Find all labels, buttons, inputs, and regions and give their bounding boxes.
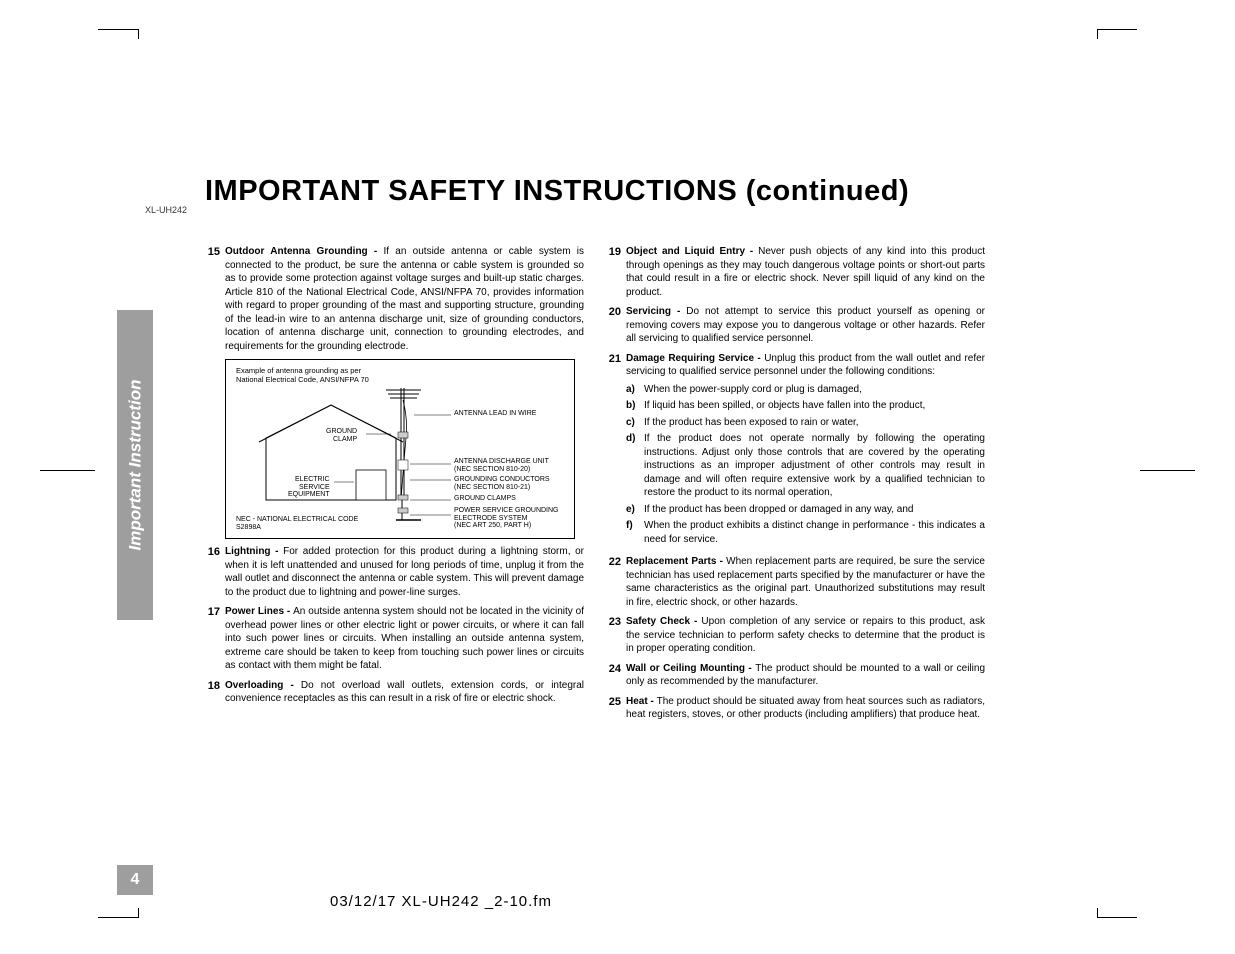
crop-mark <box>98 29 138 30</box>
diagram-label: NEC - NATIONAL ELECTRICAL CODES2898A <box>236 516 358 531</box>
item-number: 21 <box>606 352 626 550</box>
crop-mark <box>40 470 95 471</box>
item-title: Overloading - <box>225 680 301 691</box>
crop-mark <box>1097 908 1098 918</box>
sub-text: If the product has been dropped or damag… <box>644 503 913 517</box>
item-title: Servicing - <box>626 306 686 317</box>
item-body: Outdoor Antenna Grounding - If an outsid… <box>225 245 584 353</box>
item-body: Servicing - Do not attempt to service th… <box>626 305 985 346</box>
sub-letter: c) <box>626 416 644 430</box>
item-title: Wall or Ceiling Mounting - <box>626 663 755 674</box>
crop-mark <box>98 917 138 918</box>
diagram-label: GROUND CLAMPS <box>454 495 516 503</box>
item-body: Safety Check - Upon completion of any se… <box>626 615 985 656</box>
crop-mark <box>1097 29 1098 39</box>
sidebar-tab: Important Instruction <box>117 310 153 620</box>
crop-mark <box>138 29 139 39</box>
item-title: Replacement Parts - <box>626 556 726 567</box>
right-column: 19 Object and Liquid Entry - Never push … <box>606 245 985 728</box>
item-body: Power Lines - An outside antenna system … <box>225 605 584 673</box>
sub-item: d) If the product does not operate norma… <box>626 432 985 500</box>
crop-mark <box>138 908 139 918</box>
diagram-label: POWER SERVICE GROUNDINGELECTRODE SYSTEM(… <box>454 507 559 530</box>
item-title: Power Lines - <box>225 606 293 617</box>
item-title: Object and Liquid Entry - <box>626 246 758 257</box>
instruction-item: 22 Replacement Parts - When replacement … <box>606 555 985 609</box>
instruction-item: 17 Power Lines - An outside antenna syst… <box>205 605 584 673</box>
item-body: Object and Liquid Entry - Never push obj… <box>626 245 985 299</box>
sub-letter: b) <box>626 399 644 413</box>
item-title: Safety Check - <box>626 616 701 627</box>
item-title: Outdoor Antenna Grounding - <box>225 246 384 257</box>
item-number: 19 <box>606 245 626 299</box>
antenna-diagram: Example of antenna grounding as perNatio… <box>225 359 575 539</box>
crop-mark <box>1097 917 1137 918</box>
diagram-label: ANTENNA DISCHARGE UNIT(NEC SECTION 810-2… <box>454 458 549 473</box>
item-number: 18 <box>205 679 225 706</box>
left-column: 15 Outdoor Antenna Grounding - If an out… <box>205 245 584 728</box>
instruction-item: 25 Heat - The product should be situated… <box>606 695 985 722</box>
sub-item: f) When the product exhibits a distinct … <box>626 519 985 546</box>
item-body: Overloading - Do not overload wall outle… <box>225 679 584 706</box>
item-number: 15 <box>205 245 225 353</box>
instruction-item: 20 Servicing - Do not attempt to service… <box>606 305 985 346</box>
instruction-item: 19 Object and Liquid Entry - Never push … <box>606 245 985 299</box>
sub-text: If the product has been exposed to rain … <box>644 416 859 430</box>
item-title: Damage Requiring Service - <box>626 353 764 364</box>
item-title: Lightning - <box>225 546 283 557</box>
sub-text: If liquid has been spilled, or objects h… <box>644 399 925 413</box>
item-body: Replacement Parts - When replacement par… <box>626 555 985 609</box>
item-number: 22 <box>606 555 626 609</box>
sub-item: b) If liquid has been spilled, or object… <box>626 399 985 413</box>
diagram-label: ANTENNA LEAD IN WIRE <box>454 410 536 418</box>
model-label: XL-UH242 <box>145 205 187 215</box>
item-number: 25 <box>606 695 626 722</box>
item-number: 24 <box>606 662 626 689</box>
sub-letter: a) <box>626 383 644 397</box>
item-title: Heat - <box>626 696 657 707</box>
instruction-item: 23 Safety Check - Upon completion of any… <box>606 615 985 656</box>
sub-letter: e) <box>626 503 644 517</box>
instruction-item: 18 Overloading - Do not overload wall ou… <box>205 679 584 706</box>
page-title: IMPORTANT SAFETY INSTRUCTIONS (continued… <box>205 175 909 208</box>
item-number: 20 <box>606 305 626 346</box>
sub-item: c) If the product has been exposed to ra… <box>626 416 985 430</box>
instruction-item: 21 Damage Requiring Service - Unplug thi… <box>606 352 985 550</box>
item-number: 23 <box>606 615 626 656</box>
crop-mark <box>1140 470 1195 471</box>
sub-list: a) When the power-supply cord or plug is… <box>626 383 985 547</box>
instruction-item: 15 Outdoor Antenna Grounding - If an out… <box>205 245 584 353</box>
sidebar-label: Important Instruction <box>125 380 145 551</box>
page-content: XL-UH242 IMPORTANT SAFETY INSTRUCTIONS (… <box>145 40 1090 910</box>
item-body: Heat - The product should be situated aw… <box>626 695 985 722</box>
sub-letter: d) <box>626 432 644 500</box>
sub-item: a) When the power-supply cord or plug is… <box>626 383 985 397</box>
sub-text: When the product exhibits a distinct cha… <box>644 519 985 546</box>
page-number: 4 <box>117 865 153 895</box>
item-number: 17 <box>205 605 225 673</box>
sub-letter: f) <box>626 519 644 546</box>
item-text: If an outside antenna or cable system is… <box>225 246 584 352</box>
footer-text: 03/12/17 XL-UH242 _2-10.fm <box>330 893 552 910</box>
diagram-label: ELECTRICSERVICEEQUIPMENT <box>288 476 330 499</box>
item-number: 16 <box>205 545 225 599</box>
instruction-item: 16 Lightning - For added protection for … <box>205 545 584 599</box>
instruction-item: 24 Wall or Ceiling Mounting - The produc… <box>606 662 985 689</box>
item-body: Wall or Ceiling Mounting - The product s… <box>626 662 985 689</box>
sub-text: If the product does not operate normally… <box>644 432 985 500</box>
sub-item: e) If the product has been dropped or da… <box>626 503 985 517</box>
sub-text: When the power-supply cord or plug is da… <box>644 383 862 397</box>
columns: 15 Outdoor Antenna Grounding - If an out… <box>205 245 985 728</box>
item-body: Damage Requiring Service - Unplug this p… <box>626 352 985 550</box>
crop-mark <box>1097 29 1137 30</box>
diagram-label: GROUNDCLAMP <box>326 428 357 443</box>
item-text: The product should be situated away from… <box>626 696 985 721</box>
diagram-label: GROUNDING CONDUCTORS(NEC SECTION 810-21) <box>454 476 550 491</box>
item-body: Lightning - For added protection for thi… <box>225 545 584 599</box>
